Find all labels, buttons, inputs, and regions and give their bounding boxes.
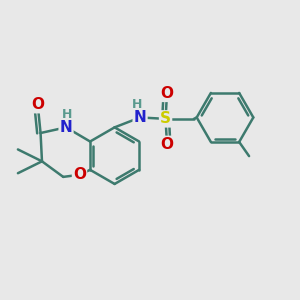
- Text: O: O: [160, 137, 173, 152]
- Text: N: N: [60, 120, 72, 135]
- Text: O: O: [160, 86, 173, 101]
- Text: S: S: [160, 111, 171, 126]
- Text: N: N: [134, 110, 146, 125]
- Text: H: H: [132, 98, 142, 111]
- Text: H: H: [62, 108, 73, 121]
- Text: O: O: [73, 167, 86, 182]
- Text: O: O: [31, 97, 44, 112]
